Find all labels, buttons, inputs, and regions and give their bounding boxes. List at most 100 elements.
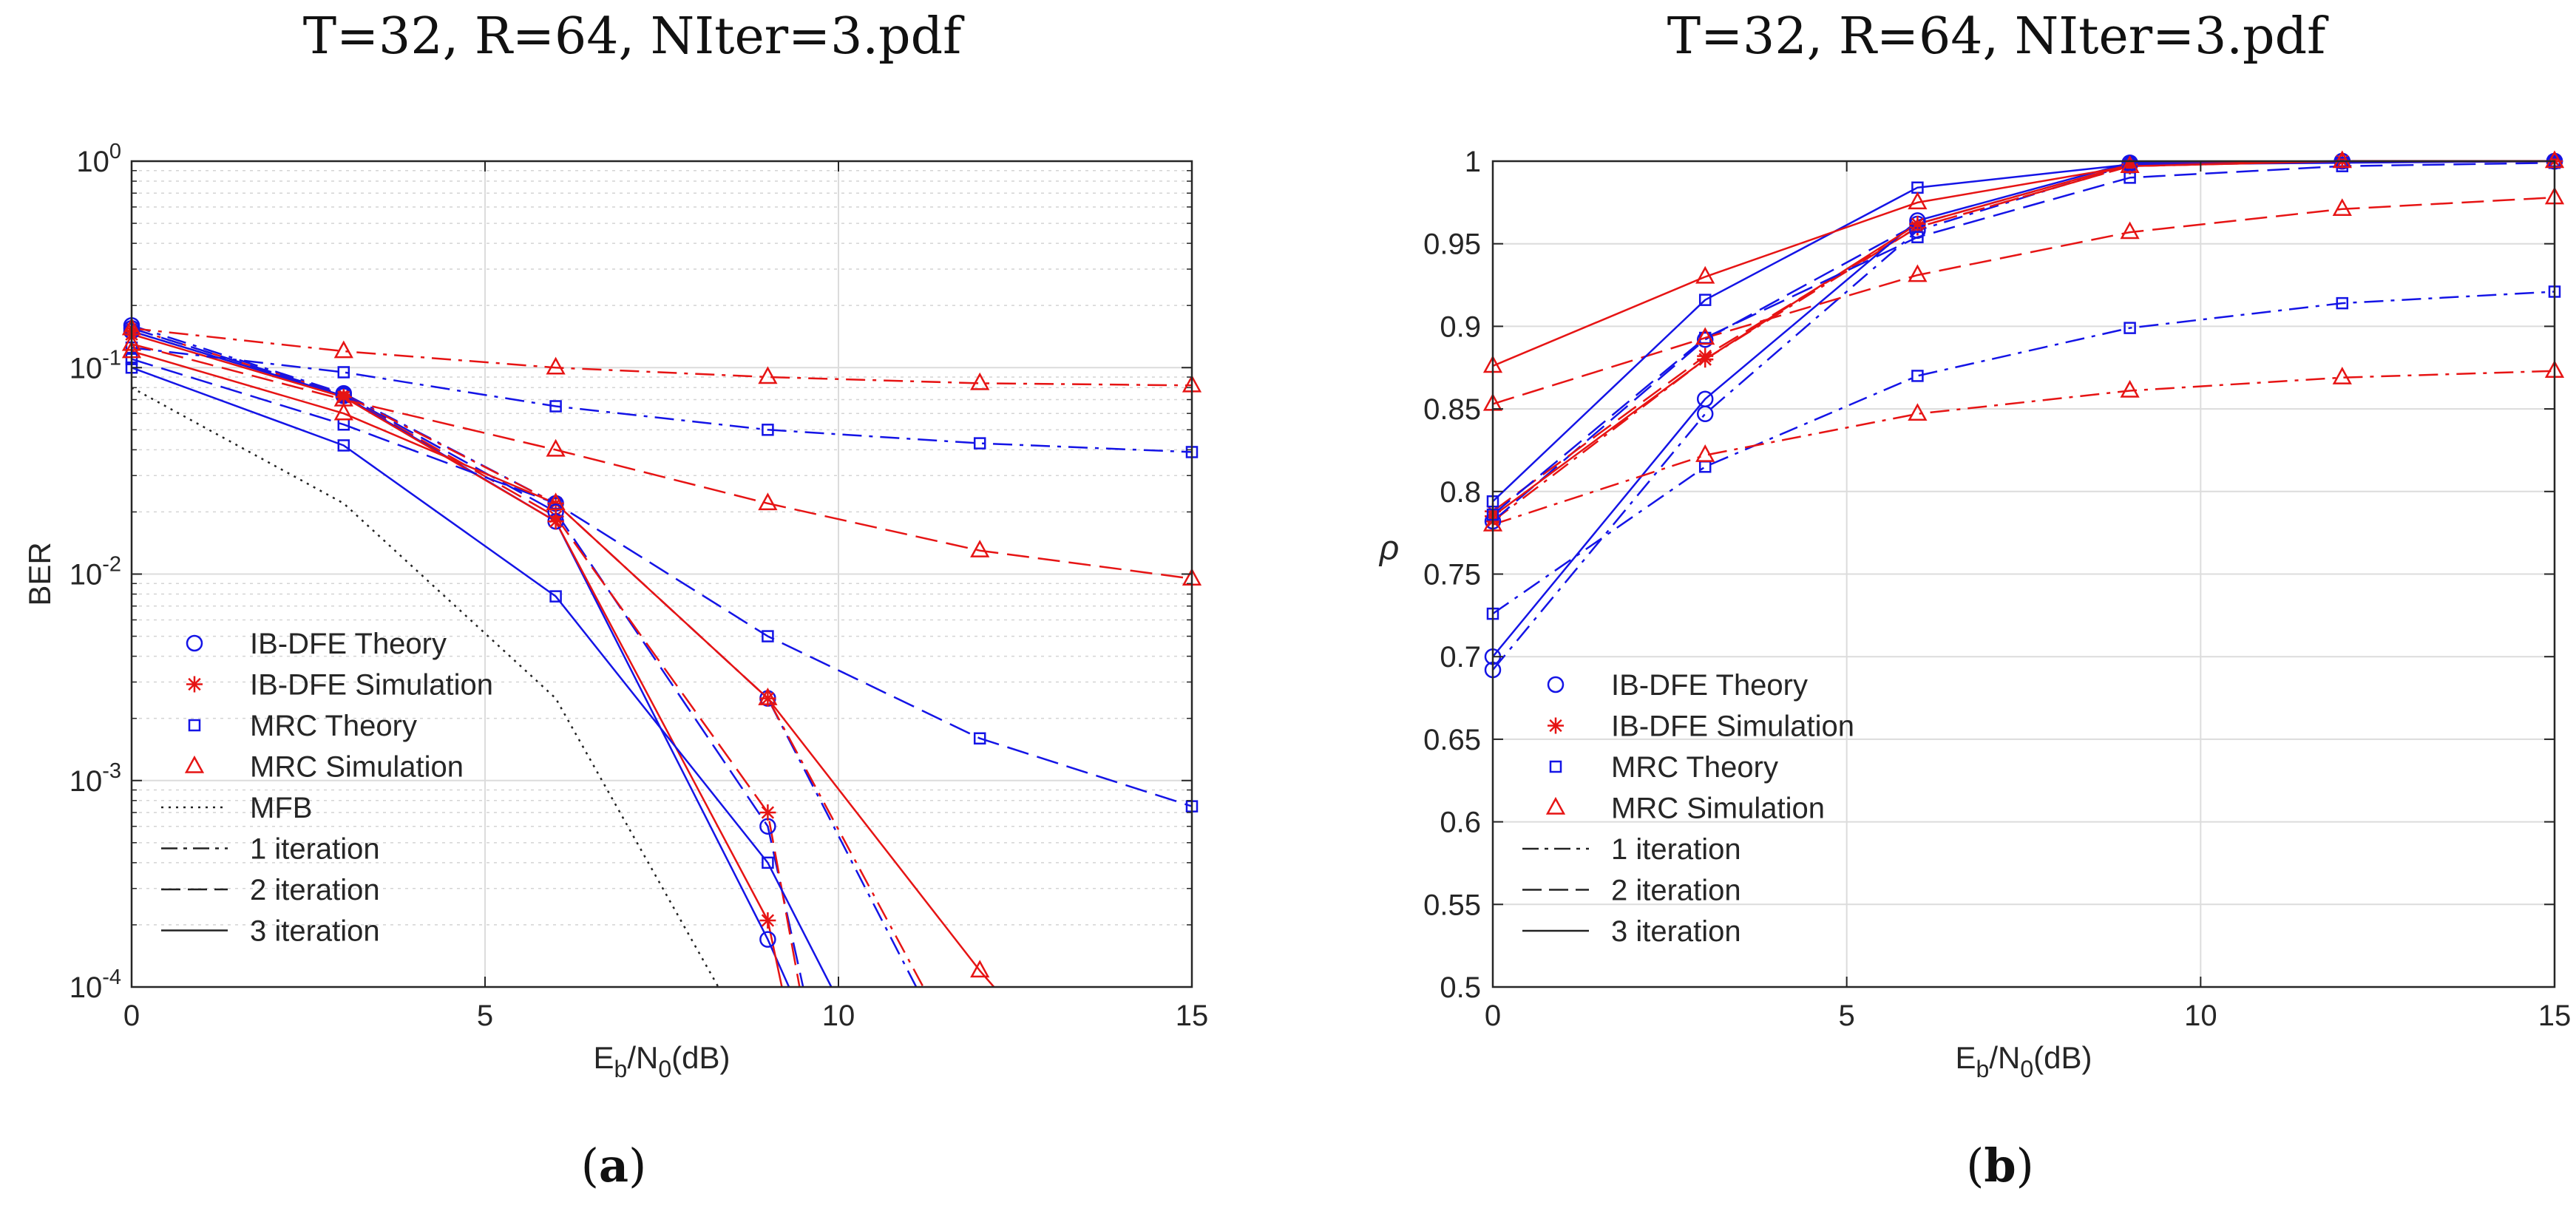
panel_b-x-tick-label: 5 xyxy=(1839,1000,1855,1032)
panel_b-data-point xyxy=(2332,150,2352,169)
panel_b-y-tick-label: 1 xyxy=(1465,146,1481,178)
panel_a-legend-marker xyxy=(184,755,205,773)
panel_a-y-tick-label: 10-2 xyxy=(70,553,121,591)
panel_a-legend-label: MFB xyxy=(250,792,312,824)
panel_b-y-tick-label: 0.8 xyxy=(1440,476,1481,509)
panel_b-data-point xyxy=(1908,264,1928,282)
panel_a-data-point xyxy=(546,438,566,457)
panel_a-data-point xyxy=(549,400,562,413)
panel_b-series-line xyxy=(1493,370,2555,526)
panel_b-data-point xyxy=(2123,322,2136,334)
panel_a-legend-entry: MFB xyxy=(161,792,312,824)
panel_b-series-line xyxy=(1493,291,2555,615)
panel_b-x-tick-label: 0 xyxy=(1485,1000,1501,1032)
panel_a-data-point xyxy=(547,513,564,530)
panel_a-series-line xyxy=(132,343,1192,580)
panel_a-legend-entry: MRC Simulation xyxy=(184,751,464,784)
panel-a-caption: (a) xyxy=(580,1139,647,1193)
panel_b-legend-marker xyxy=(1547,676,1565,693)
panel_b-data-point xyxy=(2123,158,2136,171)
panel_a-data-point xyxy=(547,495,564,512)
panel_b-legend-marker xyxy=(1545,796,1566,815)
panel_b-data-point xyxy=(1908,191,1928,210)
panel_a-data-point xyxy=(546,356,566,375)
panel_b-data-point xyxy=(2336,296,2349,310)
panel_b-data-point xyxy=(1909,215,1926,232)
panel_b-data-point xyxy=(1695,444,1715,462)
panel_b-legend-marker xyxy=(1548,717,1564,734)
panel_b-data-point xyxy=(2120,379,2140,398)
panel-a-caption-letter: a xyxy=(598,1139,629,1193)
panel_b-x-axis-label: Eb/N0(dB) xyxy=(1956,1040,2092,1082)
panel-b-title: T=32, R=64, NIter=3.pdf xyxy=(1667,7,2326,66)
panel_b-legend-entry: IB-DFE Simulation xyxy=(1548,710,1854,743)
panel_a-data-point xyxy=(759,912,776,929)
panel_a-data-point xyxy=(973,437,986,450)
panel_a-data-point xyxy=(549,590,562,603)
panel_b-data-point xyxy=(1698,294,1712,306)
panel_a-series-line xyxy=(132,330,801,987)
panel-b-caption: (b) xyxy=(1966,1139,2034,1193)
panel_b-x-tick-label: 10 xyxy=(2184,1000,2217,1032)
panel_b-legend-entry: 3 iteration xyxy=(1522,915,1741,948)
panel_a-y-tick-label: 100 xyxy=(76,140,121,178)
panel-a-title: T=32, R=64, NIter=3.pdf xyxy=(302,7,962,66)
panel_b-data-point xyxy=(1695,265,1715,284)
panel_a-legend-label: 3 iteration xyxy=(250,915,380,948)
panel_b-legend-label: 1 iteration xyxy=(1611,833,1741,866)
panel-b-caption-letter: b xyxy=(1984,1139,2016,1193)
panel_a-legend-entry: 2 iteration xyxy=(161,874,380,906)
panel_b-data-point xyxy=(1695,327,1715,345)
panel_a-legend-entry: IB-DFE Theory xyxy=(186,628,447,660)
panel_b-legend-label: MRC Theory xyxy=(1611,751,1778,784)
panel_a-legend-label: 1 iteration xyxy=(250,833,380,866)
panel_a-legend-label: IB-DFE Theory xyxy=(250,628,447,660)
panel_b-legend-entry: 2 iteration xyxy=(1522,875,1741,907)
panel_b-series-markers xyxy=(1482,150,2565,679)
panel_a-data-point xyxy=(970,372,990,390)
panel_b-y-tick-label: 0.5 xyxy=(1440,971,1481,1004)
panel_b-data-point xyxy=(2121,156,2138,173)
panel_b-data-point xyxy=(2120,155,2140,173)
panel_a-y-tick-label: 10-1 xyxy=(70,346,121,384)
panel_a-x-tick-label: 15 xyxy=(1176,1000,1209,1032)
panel_b-y-axis-label: ρ xyxy=(1378,529,1399,567)
panel_b-legend-marker xyxy=(1549,760,1562,773)
panel_a-y-tick-label: 10-4 xyxy=(70,966,121,1004)
panel_a-data-point xyxy=(758,688,778,705)
panel_a-x-tick-label: 0 xyxy=(123,1000,140,1032)
panel_a-data-point xyxy=(759,690,776,707)
panel_b-legend-label: IB-DFE Simulation xyxy=(1611,710,1854,743)
panel_a-series-line xyxy=(132,350,995,987)
panel_a-data-point xyxy=(337,439,350,452)
panel_a-series-line xyxy=(132,327,1192,387)
panel_a-legend-marker xyxy=(186,634,203,652)
panel_a-legend-label: IB-DFE Simulation xyxy=(250,669,493,702)
panel_b-legend-label: 3 iteration xyxy=(1611,915,1741,948)
panel_a-data-point xyxy=(762,424,774,436)
panel_b-ticks: 0 5 10 15 0.5 0.55 0.6 0.65 0.7 0.75 0.8 0.85 0.9 0.9… xyxy=(1423,146,2571,1032)
panel_b-y-tick-label: 0.6 xyxy=(1440,807,1481,839)
panel_a-x-tick-label: 10 xyxy=(822,1000,855,1032)
panel_a-y-tick-label: 10-3 xyxy=(70,759,121,798)
panel_a-legend-label: MRC Simulation xyxy=(250,751,464,784)
panel_a-data-point xyxy=(333,402,353,421)
panel_b-y-tick-label: 0.95 xyxy=(1423,228,1481,261)
panel_a-data-point xyxy=(335,389,352,406)
panel_a-legend-entry: 1 iteration xyxy=(161,833,380,866)
panel_a-data-point xyxy=(759,804,776,821)
panel_a-x-tick-label: 5 xyxy=(477,1000,493,1032)
panel_b-legend-label: 2 iteration xyxy=(1611,875,1741,907)
panel_a-series-line xyxy=(132,346,1192,453)
panel_b-data-point xyxy=(1911,231,1924,244)
panel_b-series-line xyxy=(1493,160,2555,503)
panel_a-legend: IB-DFE Theory IB-DFE Simulation MRC Theory… xyxy=(161,628,493,948)
panel_b-chart: 0 5 10 15 0.5 0.55 0.6 0.65 0.7 0.75 0.8 0.85 0.9 0.9… xyxy=(1378,146,2571,1082)
panel_b-y-tick-label: 0.65 xyxy=(1423,724,1481,756)
panel_a-data-point xyxy=(762,856,774,869)
panel_b-legend-label: IB-DFE Theory xyxy=(1611,669,1808,702)
panel_a-ticks: 0 5 10 15 10-4 10-3 10-2 10-1 100 xyxy=(70,140,1209,1032)
panel_b-y-tick-label: 0.7 xyxy=(1440,641,1481,674)
panel_a-data-point xyxy=(970,960,990,978)
